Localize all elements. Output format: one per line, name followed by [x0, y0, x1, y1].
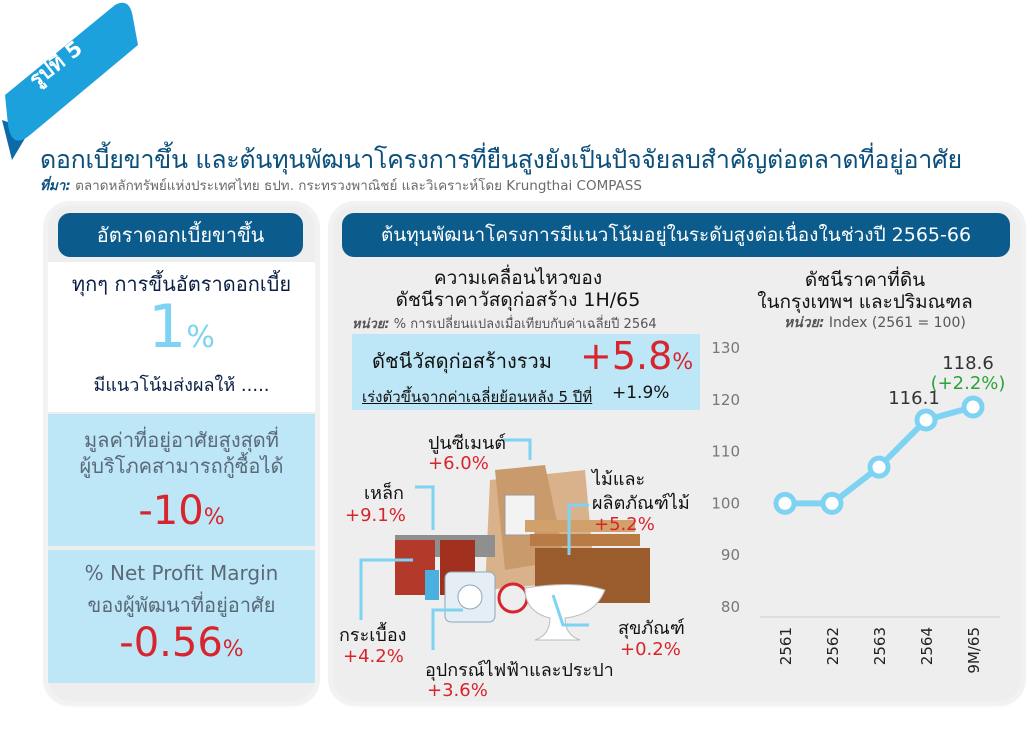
source-label: ที่มา:: [40, 178, 71, 194]
item-steel-value: +9.1%: [345, 505, 406, 526]
margin-line1: % Net Profit Margin: [84, 561, 279, 585]
growth-annotation: (+2.2%): [931, 373, 1006, 394]
rate-big-unit: %: [186, 320, 215, 355]
materials-unit-label: หน่วย:: [352, 317, 390, 332]
left-panel-header: อัตราดอกเบี้ยขาขึ้น: [58, 213, 303, 257]
sink-icon: [524, 583, 606, 641]
item-tile-value: +4.2%: [343, 646, 404, 667]
materials-avg-value: +1.9%: [612, 383, 670, 403]
affordability-number: -10: [138, 488, 204, 534]
rate-intro-box: [48, 262, 315, 412]
materials-illustration: [395, 465, 650, 641]
y-tick-label: 100: [711, 494, 740, 512]
margin-value: -0.56%: [48, 620, 315, 666]
materials-title-line2: ดัชนีราคาวัสดุก่อสร้าง 1H/65: [395, 289, 641, 311]
land-chart-unit-label: หน่วย:: [784, 315, 825, 331]
materials-avg-label: เร่งตัวขึ้นจากค่าเฉลี่ยย้อนหลัง 5 ปีที่: [362, 388, 593, 406]
materials-total-unit: %: [672, 350, 694, 375]
x-tick-label: 2563: [871, 627, 889, 665]
x-tick-label: 2561: [777, 627, 795, 665]
land-chart-unit: หน่วย: Index (2561 = 100): [784, 312, 966, 334]
land-chart-area: 80 90 100 110 120 130 116.1 118.6 (+2.2%) 2561 256…: [700, 330, 1020, 700]
data-label-3: 116.1: [888, 388, 940, 409]
margin-number: -0.56: [119, 620, 223, 666]
page-title: ดอกเบี้ยขาขึ้น และต้นทุนพัฒนาโครงการที่ย…: [40, 145, 962, 174]
materials-title-line1: ความเคลื่อนไหวของ: [433, 267, 603, 289]
materials-connectors: [359, 438, 589, 650]
item-electric-name: อุปกรณ์ไฟฟ้าและประปา: [425, 660, 614, 681]
rate-intro-line: ทุกๆ การขึ้นอัตราดอกเบี้ย: [71, 272, 292, 296]
affordability-value: -10%: [48, 488, 315, 534]
land-price-point-0: [773, 491, 797, 515]
land-chart-title-line1: ดัชนีราคาที่ดิน: [804, 269, 926, 291]
land-price-point-3: [914, 408, 938, 432]
land-chart-title-line2: ในกรุงเทพฯ และปริมณฑล: [757, 291, 973, 313]
margin-line2: ของผู้พัฒนาที่อยู่อาศัย: [87, 593, 276, 617]
data-label-4: 118.6: [942, 353, 994, 374]
item-sanitary-value: +0.2%: [620, 639, 681, 660]
affordability-line1: มูลค่าที่อยู่อาศัยสูงสุดที่: [84, 428, 279, 452]
wood-plank-1: [525, 520, 635, 532]
land-chart-unit-text: Index (2561 = 100): [824, 315, 966, 331]
affordability-line2: ผู้บริโภคสามารถกู้ซื้อได้: [79, 454, 284, 478]
materials-total-box: [352, 334, 700, 410]
land-price-series-line: [785, 404, 974, 507]
y-tick-label: 130: [711, 339, 740, 357]
item-sanitary-name: สุขภัณฑ์: [618, 618, 685, 639]
source-line: ที่มา: ตลาดหลักทรัพย์แห่งประเทศไทย ธปท. …: [40, 174, 642, 196]
x-tick-label: 2564: [918, 627, 936, 665]
item-wood-value: +5.2%: [594, 514, 655, 535]
y-tick-label: 110: [711, 443, 740, 461]
item-cement-name: ปูนซีเมนต์: [428, 433, 506, 454]
item-wood-name-line1: ไม้และ: [592, 469, 646, 490]
y-tick-label: 120: [711, 391, 740, 409]
source-text: ตลาดหลักทรัพย์แห่งประเทศไทย ธปท. กระทรวง…: [70, 178, 642, 194]
affordability-box: [48, 414, 315, 546]
affordability-unit: %: [203, 505, 225, 530]
x-tick-label: 2562: [824, 627, 842, 665]
materials-total-value: +5.8%: [580, 334, 693, 378]
margin-unit: %: [222, 637, 244, 662]
plug-icon: [425, 570, 439, 600]
y-tick-label: 80: [721, 598, 740, 616]
rate-intro-tail: มีแนวโน้มส่งผลให้ .....: [93, 375, 270, 396]
rate-big-value: 1: [148, 292, 187, 362]
item-wood-name-line2: ผลิตภัณฑ์ไม้: [592, 493, 690, 514]
right-panel-header: ต้นทุนพัฒนาโครงการมีแนวโน้มอยู่ในระดับสู…: [342, 213, 1010, 257]
materials-total-label: ดัชนีวัสดุก่อสร้างรวม: [372, 349, 552, 373]
materials-unit: หน่วย: % การเปลี่ยนแปลงเมื่อเทียบกับค่าเ…: [352, 313, 657, 334]
item-tile-name: กระเบื้อง: [339, 625, 407, 646]
item-electric-value: +3.6%: [427, 680, 488, 701]
materials-unit-text: % การเปลี่ยนแปลงเมื่อเทียบกับค่าเฉลี่ยปี…: [389, 317, 657, 332]
item-steel-name: เหล็ก: [364, 483, 404, 504]
land-price-point-1: [820, 491, 844, 515]
x-tick-label: 9M/65: [965, 627, 983, 674]
land-price-point-2: [867, 455, 891, 479]
figure-tag-ribbon: [2, 2, 138, 160]
land-price-point-4: [961, 395, 985, 419]
materials-total-number: +5.8: [580, 334, 673, 378]
y-tick-label: 90: [721, 546, 740, 564]
rate-big-number: 1%: [48, 292, 315, 362]
wood-plank-2: [530, 534, 640, 546]
margin-box: [48, 550, 315, 683]
item-cement-value: +6.0%: [428, 453, 489, 474]
